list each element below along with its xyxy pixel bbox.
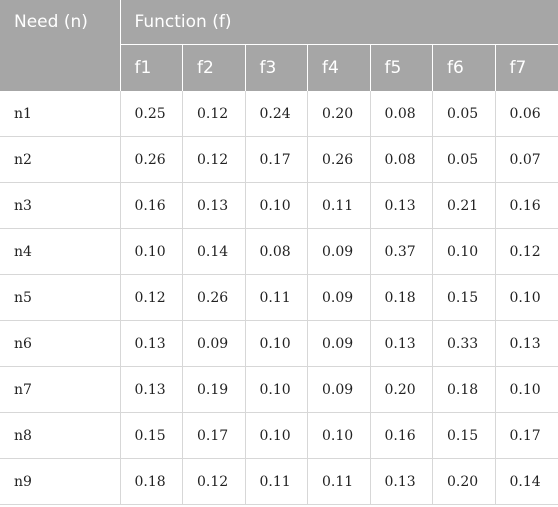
table-row: n4 0.10 0.14 0.08 0.09 0.37 0.10 0.12 [0, 228, 558, 275]
table-row: n6 0.13 0.09 0.10 0.09 0.13 0.33 0.13 [0, 320, 558, 367]
value-cell: 0.10 [120, 228, 183, 275]
need-label: n2 [0, 136, 121, 183]
need-label: n7 [0, 366, 121, 413]
table-row: n7 0.13 0.19 0.10 0.09 0.20 0.18 0.10 [0, 366, 558, 413]
header-function: Function (f) [120, 0, 558, 45]
column-header-f6: f6 [432, 44, 496, 91]
value-cell: 0.10 [307, 412, 371, 459]
column-header-f7: f7 [495, 44, 558, 91]
value-cell: 0.21 [432, 182, 496, 229]
value-cell: 0.09 [307, 274, 371, 321]
value-cell: 0.10 [495, 274, 558, 321]
value-cell: 0.13 [370, 458, 433, 505]
value-cell: 0.13 [120, 320, 183, 367]
column-header-f1: f1 [120, 44, 183, 91]
table-body: n1 0.25 0.12 0.24 0.20 0.08 0.05 0.06 n2 0.26 0.12… [0, 91, 558, 505]
header-need: Need (n) [0, 0, 121, 91]
need-label: n5 [0, 274, 121, 321]
value-cell: 0.37 [370, 228, 433, 275]
table-header: Need (n) Function (f) f1 f2 f3 f4 f5 f6 f7 [0, 0, 558, 91]
value-cell: 0.12 [120, 274, 183, 321]
value-cell: 0.10 [432, 228, 496, 275]
need-label: n4 [0, 228, 121, 275]
value-cell: 0.26 [182, 274, 246, 321]
value-cell: 0.05 [432, 91, 496, 137]
value-cell: 0.13 [182, 182, 246, 229]
value-cell: 0.13 [120, 366, 183, 413]
value-cell: 0.09 [307, 320, 371, 367]
value-cell: 0.10 [245, 320, 308, 367]
table-row: n1 0.25 0.12 0.24 0.20 0.08 0.05 0.06 [0, 91, 558, 137]
value-cell: 0.15 [432, 274, 496, 321]
value-cell: 0.10 [245, 412, 308, 459]
column-header-f5: f5 [370, 44, 433, 91]
value-cell: 0.12 [182, 458, 246, 505]
value-cell: 0.25 [120, 91, 183, 137]
value-cell: 0.14 [182, 228, 246, 275]
need-label: n3 [0, 182, 121, 229]
value-cell: 0.13 [370, 182, 433, 229]
value-cell: 0.20 [307, 91, 371, 137]
value-cell: 0.24 [245, 91, 308, 137]
value-cell: 0.33 [432, 320, 496, 367]
column-header-f2: f2 [182, 44, 246, 91]
value-cell: 0.17 [245, 136, 308, 183]
value-cell: 0.16 [370, 412, 433, 459]
value-cell: 0.11 [307, 182, 371, 229]
value-cell: 0.05 [432, 136, 496, 183]
value-cell: 0.18 [120, 458, 183, 505]
value-cell: 0.17 [495, 412, 558, 459]
value-cell: 0.12 [495, 228, 558, 275]
table-row: n9 0.18 0.12 0.11 0.11 0.13 0.20 0.14 [0, 458, 558, 505]
value-cell: 0.08 [245, 228, 308, 275]
value-cell: 0.18 [432, 366, 496, 413]
value-cell: 0.16 [495, 182, 558, 229]
value-cell: 0.07 [495, 136, 558, 183]
value-cell: 0.11 [245, 458, 308, 505]
need-label: n1 [0, 91, 121, 137]
value-cell: 0.10 [245, 366, 308, 413]
need-label: n9 [0, 458, 121, 505]
value-cell: 0.13 [370, 320, 433, 367]
value-cell: 0.20 [432, 458, 496, 505]
table-row: n3 0.16 0.13 0.10 0.11 0.13 0.21 0.16 [0, 182, 558, 229]
column-header-f4: f4 [307, 44, 371, 91]
value-cell: 0.12 [182, 91, 246, 137]
value-cell: 0.09 [182, 320, 246, 367]
value-cell: 0.11 [307, 458, 371, 505]
value-cell: 0.18 [370, 274, 433, 321]
value-cell: 0.26 [120, 136, 183, 183]
need-label: n6 [0, 320, 121, 367]
value-cell: 0.26 [307, 136, 371, 183]
value-cell: 0.20 [370, 366, 433, 413]
value-cell: 0.08 [370, 136, 433, 183]
value-cell: 0.17 [182, 412, 246, 459]
value-cell: 0.16 [120, 182, 183, 229]
value-cell: 0.15 [432, 412, 496, 459]
value-cell: 0.13 [495, 320, 558, 367]
value-cell: 0.15 [120, 412, 183, 459]
value-cell: 0.12 [182, 136, 246, 183]
need-label: n8 [0, 412, 121, 459]
value-cell: 0.09 [307, 366, 371, 413]
value-cell: 0.14 [495, 458, 558, 505]
table-row: n5 0.12 0.26 0.11 0.09 0.18 0.15 0.10 [0, 274, 558, 321]
value-cell: 0.11 [245, 274, 308, 321]
function-columns-row: f1 f2 f3 f4 f5 f6 f7 [0, 44, 558, 91]
value-cell: 0.10 [245, 182, 308, 229]
value-cell: 0.06 [495, 91, 558, 137]
table-row: n2 0.26 0.12 0.17 0.26 0.08 0.05 0.07 [0, 136, 558, 183]
value-cell: 0.10 [495, 366, 558, 413]
value-cell: 0.09 [307, 228, 371, 275]
value-cell: 0.19 [182, 366, 246, 413]
column-header-f3: f3 [245, 44, 308, 91]
header-row: Need (n) Function (f) [0, 0, 558, 91]
table-row: n8 0.15 0.17 0.10 0.10 0.16 0.15 0.17 [0, 412, 558, 459]
value-cell: 0.08 [370, 91, 433, 137]
